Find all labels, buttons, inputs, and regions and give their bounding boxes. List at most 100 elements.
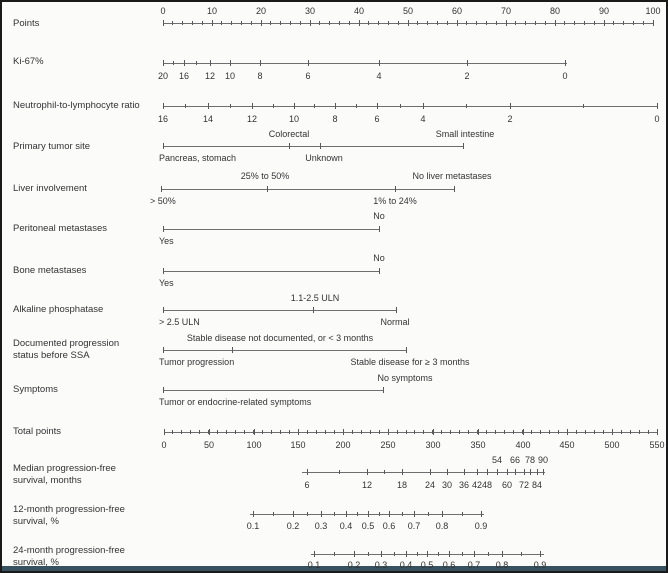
ki67-minor-tick xyxy=(195,61,197,65)
points-minor-tick xyxy=(338,21,340,25)
points-minor-tick xyxy=(221,21,223,25)
total-points-minor-tick xyxy=(271,430,273,434)
pfs-12-month-minor-tick xyxy=(427,512,429,516)
pfs-24-month-axis-label-below: 0.3 xyxy=(374,560,388,570)
pfs-24-month-minor-tick xyxy=(437,552,439,556)
points-minor-tick xyxy=(260,21,262,25)
points-minor-tick xyxy=(162,21,164,25)
tumor-site-axis-label-below: Unknown xyxy=(305,153,343,163)
points-axis-label-above: 10 xyxy=(206,6,218,16)
points-minor-tick xyxy=(417,21,419,25)
pfs-12-month-minor-tick xyxy=(306,512,308,516)
nlr-axis-label-below: 4 xyxy=(420,114,426,124)
nlr-axis-line xyxy=(163,106,657,107)
points-axis-label-above: 60 xyxy=(451,6,463,16)
total-points-minor-tick xyxy=(297,430,299,434)
pfs-12-month-axis-label-below: 0.8 xyxy=(435,521,449,531)
pfs-24-month-axis-label-below: 0.2 xyxy=(347,560,361,570)
pfs-24-month-minor-tick xyxy=(367,552,369,556)
total-points-minor-tick xyxy=(495,430,497,434)
total-points-minor-tick xyxy=(324,430,326,434)
median-pfs-tick xyxy=(514,469,516,475)
median-pfs-axis-label-below: 42 xyxy=(471,480,483,490)
median-pfs-row-label: Median progression-free survival, months xyxy=(13,463,116,486)
liver-tick xyxy=(453,186,455,192)
total-points-minor-tick xyxy=(441,430,443,434)
ki67-tick xyxy=(162,60,164,66)
points-axis-label-above: 0 xyxy=(160,6,166,16)
pfs-12-month-axis-line xyxy=(250,514,484,515)
pfs-24-month-tick xyxy=(426,551,428,557)
ki67-axis-line xyxy=(163,63,567,64)
median-pfs-axis-label-below: 60 xyxy=(501,480,513,490)
pfs-24-month-axis-label-below: 0.9 xyxy=(533,560,547,570)
median-pfs-tick xyxy=(529,469,531,475)
liver-axis-label-above: No liver metastases xyxy=(412,171,492,181)
tumor-site-axis-label-above: Colorectal xyxy=(268,129,310,139)
pfs-24-month-axis-label-below: 0.4 xyxy=(399,560,413,570)
total-points-axis-label-below: 100 xyxy=(246,440,262,450)
nlr-tick xyxy=(376,103,378,109)
progression-status-axis-label-below: Tumor progression xyxy=(159,357,235,367)
median-pfs-axis-label-above: 78 xyxy=(524,455,536,465)
points-minor-tick xyxy=(231,21,233,25)
pfs-24-month-minor-tick xyxy=(520,552,522,556)
liver-tick xyxy=(266,186,268,192)
nlr-minor-tick xyxy=(313,104,315,108)
ki67-axis-label-below: 12 xyxy=(204,71,216,81)
total-points-minor-tick xyxy=(253,430,255,434)
tumor-site-axis-label-above: Small intestine xyxy=(435,129,495,139)
total-points-minor-tick xyxy=(629,430,631,434)
total-points-minor-tick xyxy=(208,430,210,434)
total-points-minor-tick xyxy=(235,430,237,434)
ki67-axis-label-below: 4 xyxy=(376,71,382,81)
nlr-axis-label-below: 12 xyxy=(246,114,258,124)
nlr-axis-label-below: 6 xyxy=(374,114,380,124)
points-minor-tick xyxy=(368,21,370,25)
total-points-minor-tick xyxy=(459,430,461,434)
total-points-minor-tick xyxy=(602,430,604,434)
points-minor-tick xyxy=(378,21,380,25)
bone-tick xyxy=(162,268,164,274)
points-minor-tick xyxy=(632,21,634,25)
total-points-minor-tick xyxy=(468,430,470,434)
points-minor-tick xyxy=(211,21,213,25)
total-points-row-label: Total points xyxy=(13,426,62,437)
nlr-axis-label-below: 16 xyxy=(157,114,169,124)
median-pfs-tick xyxy=(496,469,498,475)
total-points-minor-tick xyxy=(190,430,192,434)
pfs-24-month-minor-tick xyxy=(416,552,418,556)
bone-tick xyxy=(378,268,380,274)
total-points-minor-tick xyxy=(620,430,622,434)
total-points-minor-tick xyxy=(647,430,649,434)
ki67-tick xyxy=(229,60,231,66)
liver-axis-label-below: > 50% xyxy=(150,196,176,206)
progression-status-tick xyxy=(231,347,233,353)
pfs-24-month-axis-label-below: 0.5 xyxy=(420,560,434,570)
median-pfs-axis-label-below: 6 xyxy=(304,480,310,490)
points-minor-tick xyxy=(476,21,478,25)
symptoms-tick xyxy=(382,387,384,393)
pfs-24-month-tick xyxy=(539,551,541,557)
liver-tick xyxy=(394,186,396,192)
peritoneal-axis-label-below: Yes xyxy=(159,236,174,246)
ki67-axis-label-below: 0 xyxy=(562,71,568,81)
points-minor-tick xyxy=(407,21,409,25)
total-points-axis-label-below: 300 xyxy=(425,440,441,450)
median-pfs-axis-label-below: 48 xyxy=(481,480,493,490)
ki67-tick xyxy=(466,60,468,66)
median-pfs-tick xyxy=(446,469,448,475)
ki67-minor-tick xyxy=(172,61,174,65)
liver-axis-label-above: 25% to 50% xyxy=(240,171,290,181)
points-minor-tick xyxy=(505,21,507,25)
points-minor-tick xyxy=(613,21,615,25)
total-points-minor-tick xyxy=(360,430,362,434)
alp-axis-label-below: Normal xyxy=(380,317,410,327)
total-points-axis-label-below: 400 xyxy=(515,440,531,450)
total-points-minor-tick xyxy=(548,430,550,434)
median-pfs-tick xyxy=(542,469,544,475)
pfs-12-month-axis-label-below: 0.5 xyxy=(361,521,375,531)
points-minor-tick xyxy=(280,21,282,25)
total-points-minor-tick xyxy=(450,430,452,434)
